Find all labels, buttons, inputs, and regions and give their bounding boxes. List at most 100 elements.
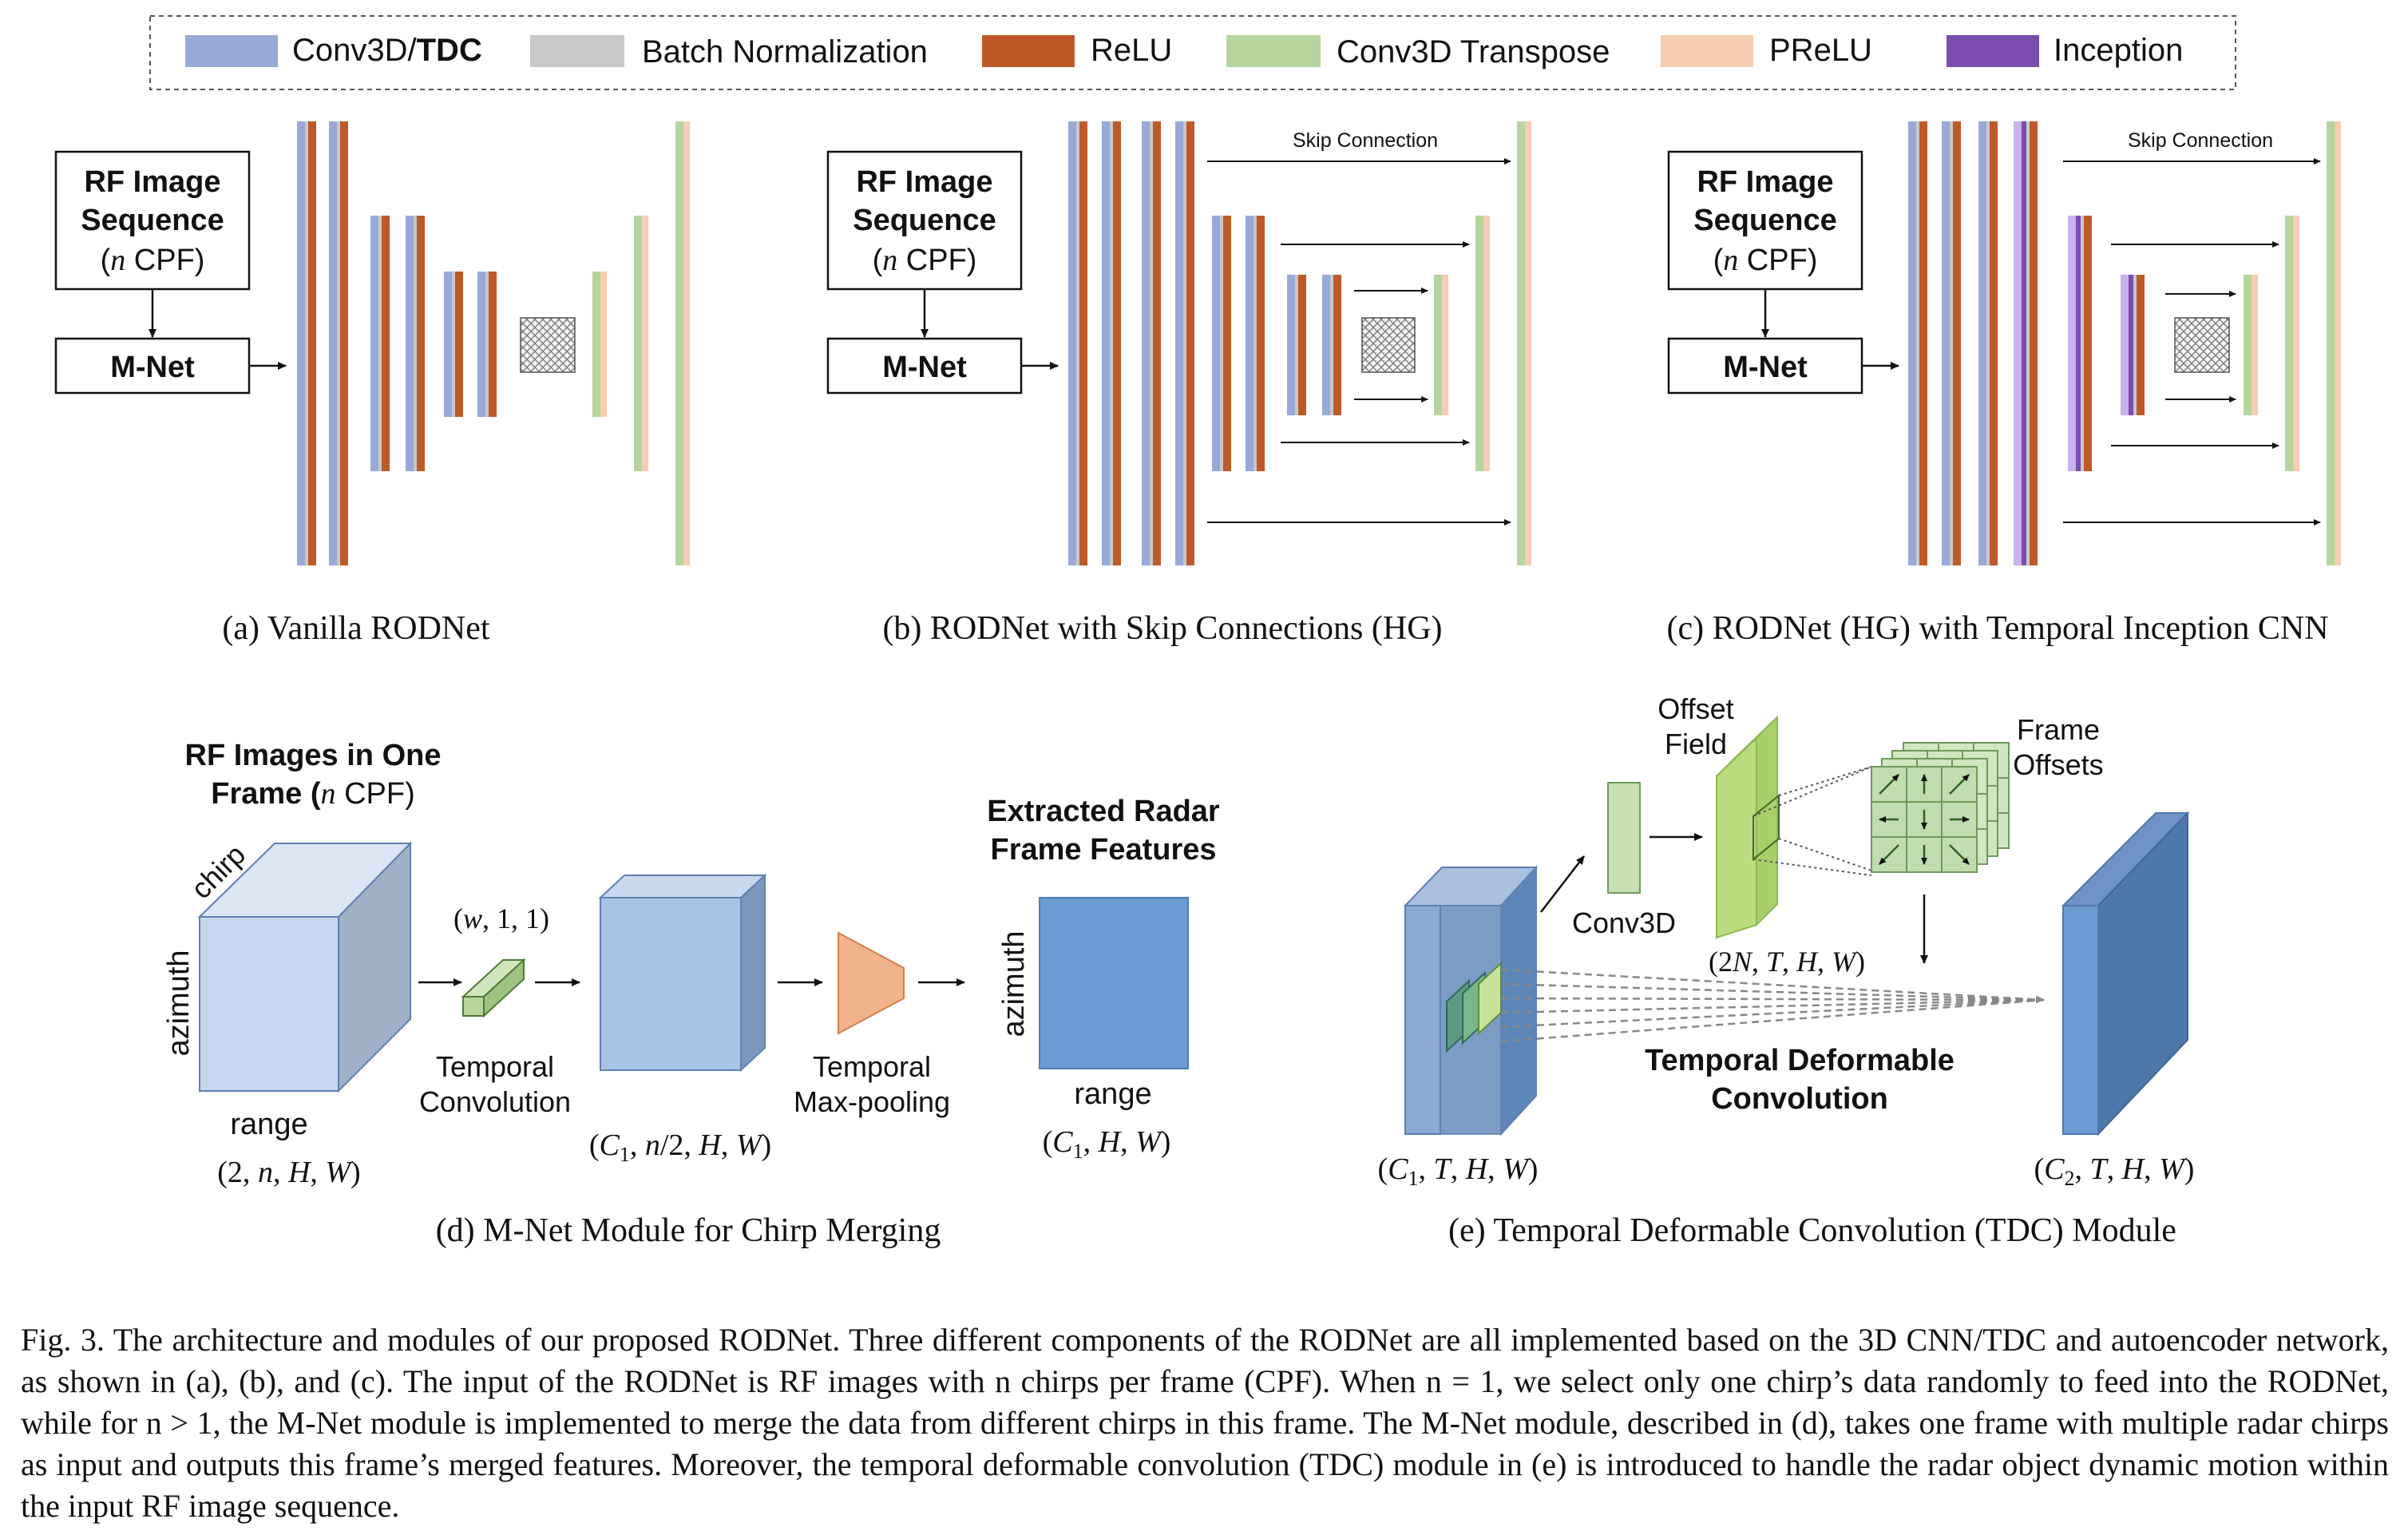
relu-layer [1257,216,1265,471]
legend-swatch-relu [982,35,1075,67]
conv3d-layer [1322,275,1330,415]
figure-caption: Fig. 3. The architecture and modules of … [21,1322,2389,1524]
panel-d: RF Images in One Frame (n CPF) chirp azi… [162,739,1220,1249]
inception-layer [2068,216,2076,471]
panel-a: RF Image Sequence (n CPF) M-Net (a) Vani… [54,121,690,647]
offset-arrow-icon [1949,844,1970,865]
mnet-title-line1: RF Images in One [185,739,442,772]
rf-sequence-box-b [826,150,1023,291]
bottleneck-b [1361,317,1416,373]
conv3d-transpose-layer [1517,121,1525,565]
offset-arrow-icon [1879,844,1899,865]
rf-sequence-line3-b: (n CPF) [873,244,977,277]
relu-layer [1079,121,1087,565]
conv3d-transpose-layer [1434,275,1442,415]
batchnorm-layer [1220,216,1223,471]
tdc-out-dims: (C2, T, H, W) [2034,1152,2195,1190]
frame-offsets-line2: Offsets [2013,748,2103,781]
prelu-layer [1442,275,1448,415]
out-dims: (C1, H, W) [1043,1125,1171,1163]
caption-a: (a) Vanilla RODNet [222,610,489,647]
mid-cube-side [740,873,766,1073]
prelu-layer [2335,121,2341,565]
legend-label-prelu: PReLU [1769,33,1872,68]
legend: Conv3D/TDC Batch Normalization ReLU Conv… [149,15,2236,90]
pool-line2: Max-pooling [794,1085,950,1118]
conv3d-layer [406,216,414,471]
relu-layer [1186,121,1194,565]
legend-swatch-bn [530,35,624,67]
panel-b: RF Image Sequence (n CPF) M-Net Skip Con… [826,121,1531,647]
bottleneck-a [520,317,576,373]
relu-layer [1333,275,1341,415]
legend-label-convt: Conv3D Transpose [1337,34,1610,69]
prelu-layer [600,272,607,417]
conv3d-label: Conv3D [1572,906,1676,939]
conv3d-layer [1246,216,1254,471]
caption-d: (d) M-Net Module for Chirp Merging [436,1212,941,1249]
range-label: range [230,1108,307,1141]
offset-field-front [1716,736,1757,939]
temporal-conv-line2: Convolution [419,1085,571,1118]
mid-cube-front [600,897,742,1071]
batchnorm-layer [452,272,455,417]
relu-layer [1919,121,1927,565]
tdc-input-front [1404,905,1441,1135]
tdc-output-front [2062,905,2099,1135]
batchnorm-layer [2081,216,2084,471]
rf-sequence-line2-a: Sequence [81,204,224,237]
temporal-conv-line1: Temporal [436,1050,554,1083]
rf-sequence-line2-c: Sequence [1693,204,1837,237]
caption-b: (b) RODNet with Skip Connections (HG) [882,610,1442,647]
offset-dims: (2N, T, H, W) [1709,946,1865,978]
conv3d-block [1607,782,1641,894]
mnet-label-b: M-Net [882,351,967,384]
conv3d-transpose-layer [592,272,600,417]
prelu-layer [1525,121,1531,565]
inception-layer [2014,121,2022,565]
tdc-title-line2: Convolution [1711,1082,1888,1116]
conv3d-layer [1068,121,1076,565]
prelu-layer [642,216,648,471]
rf-sequence-line1-b: RF Image [856,165,992,199]
network-stack-c [1908,121,2341,565]
pool-line1: Temporal [813,1050,931,1083]
panel-c: RF Image Sequence (n CPF) M-Net Skip Con… [1666,121,2341,647]
relu-layer [455,272,463,417]
relu-layer [1990,121,1998,565]
conv3d-layer [1287,275,1295,415]
input-dims: (2, n, H, W) [217,1156,360,1189]
relu-layer [308,121,316,565]
inception-layer [2076,216,2081,471]
conv3d-transpose-layer [2327,121,2335,565]
inception-layer [2022,121,2026,565]
conv3d-transpose-layer [1475,216,1483,471]
relu-layer [1298,275,1306,415]
relu-layer [2137,275,2145,415]
prelu-layer [1483,216,1490,471]
batchnorm-layer [1110,121,1113,565]
batchnorm-layer [2026,121,2030,565]
conv3d-layer [370,216,378,471]
tdc-in-dims: (C1, T, H, W) [1378,1152,1539,1190]
caption-c: (c) RODNet (HG) with Temporal Inception … [1666,610,2328,647]
batchnorm-layer [1330,275,1333,415]
batchnorm-layer [1076,121,1079,565]
mnet-label-c: M-Net [1723,351,1808,384]
legend-swatch-conv3d [185,35,278,67]
conv3d-transpose-layer [675,121,683,565]
offset-line1: Offset [1657,692,1733,725]
batchnorm-layer [1183,121,1186,565]
offset-arrow-icon [1879,774,1899,795]
architecture-figure: Conv3D/TDC Batch Normalization ReLU Conv… [54,15,2341,1249]
relu-layer [1153,121,1161,565]
azimuth-label: azimuth [162,950,196,1056]
batchnorm-layer [485,272,489,417]
batchnorm-layer [1950,121,1953,565]
rf-sequence-box-c [1667,150,1863,291]
mid-cube-top [598,875,767,898]
legend-swatch-convt [1226,35,1321,67]
batchnorm-layer [1295,275,1298,415]
batchnorm-layer [1254,216,1257,471]
skip-label-b: Skip Connection [1293,129,1438,152]
